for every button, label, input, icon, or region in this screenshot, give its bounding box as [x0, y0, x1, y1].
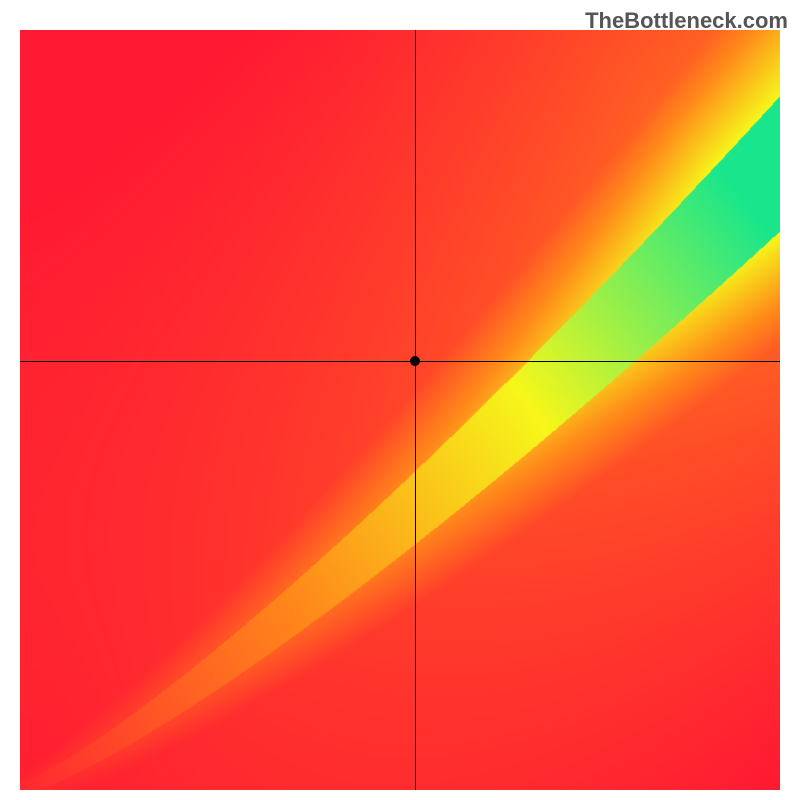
watermark-text: TheBottleneck.com — [585, 8, 788, 34]
crosshair-horizontal — [20, 361, 780, 362]
crosshair-vertical — [415, 30, 416, 790]
heatmap-plot — [20, 30, 780, 790]
crosshair-marker — [410, 356, 420, 366]
heatmap-canvas — [20, 30, 780, 790]
